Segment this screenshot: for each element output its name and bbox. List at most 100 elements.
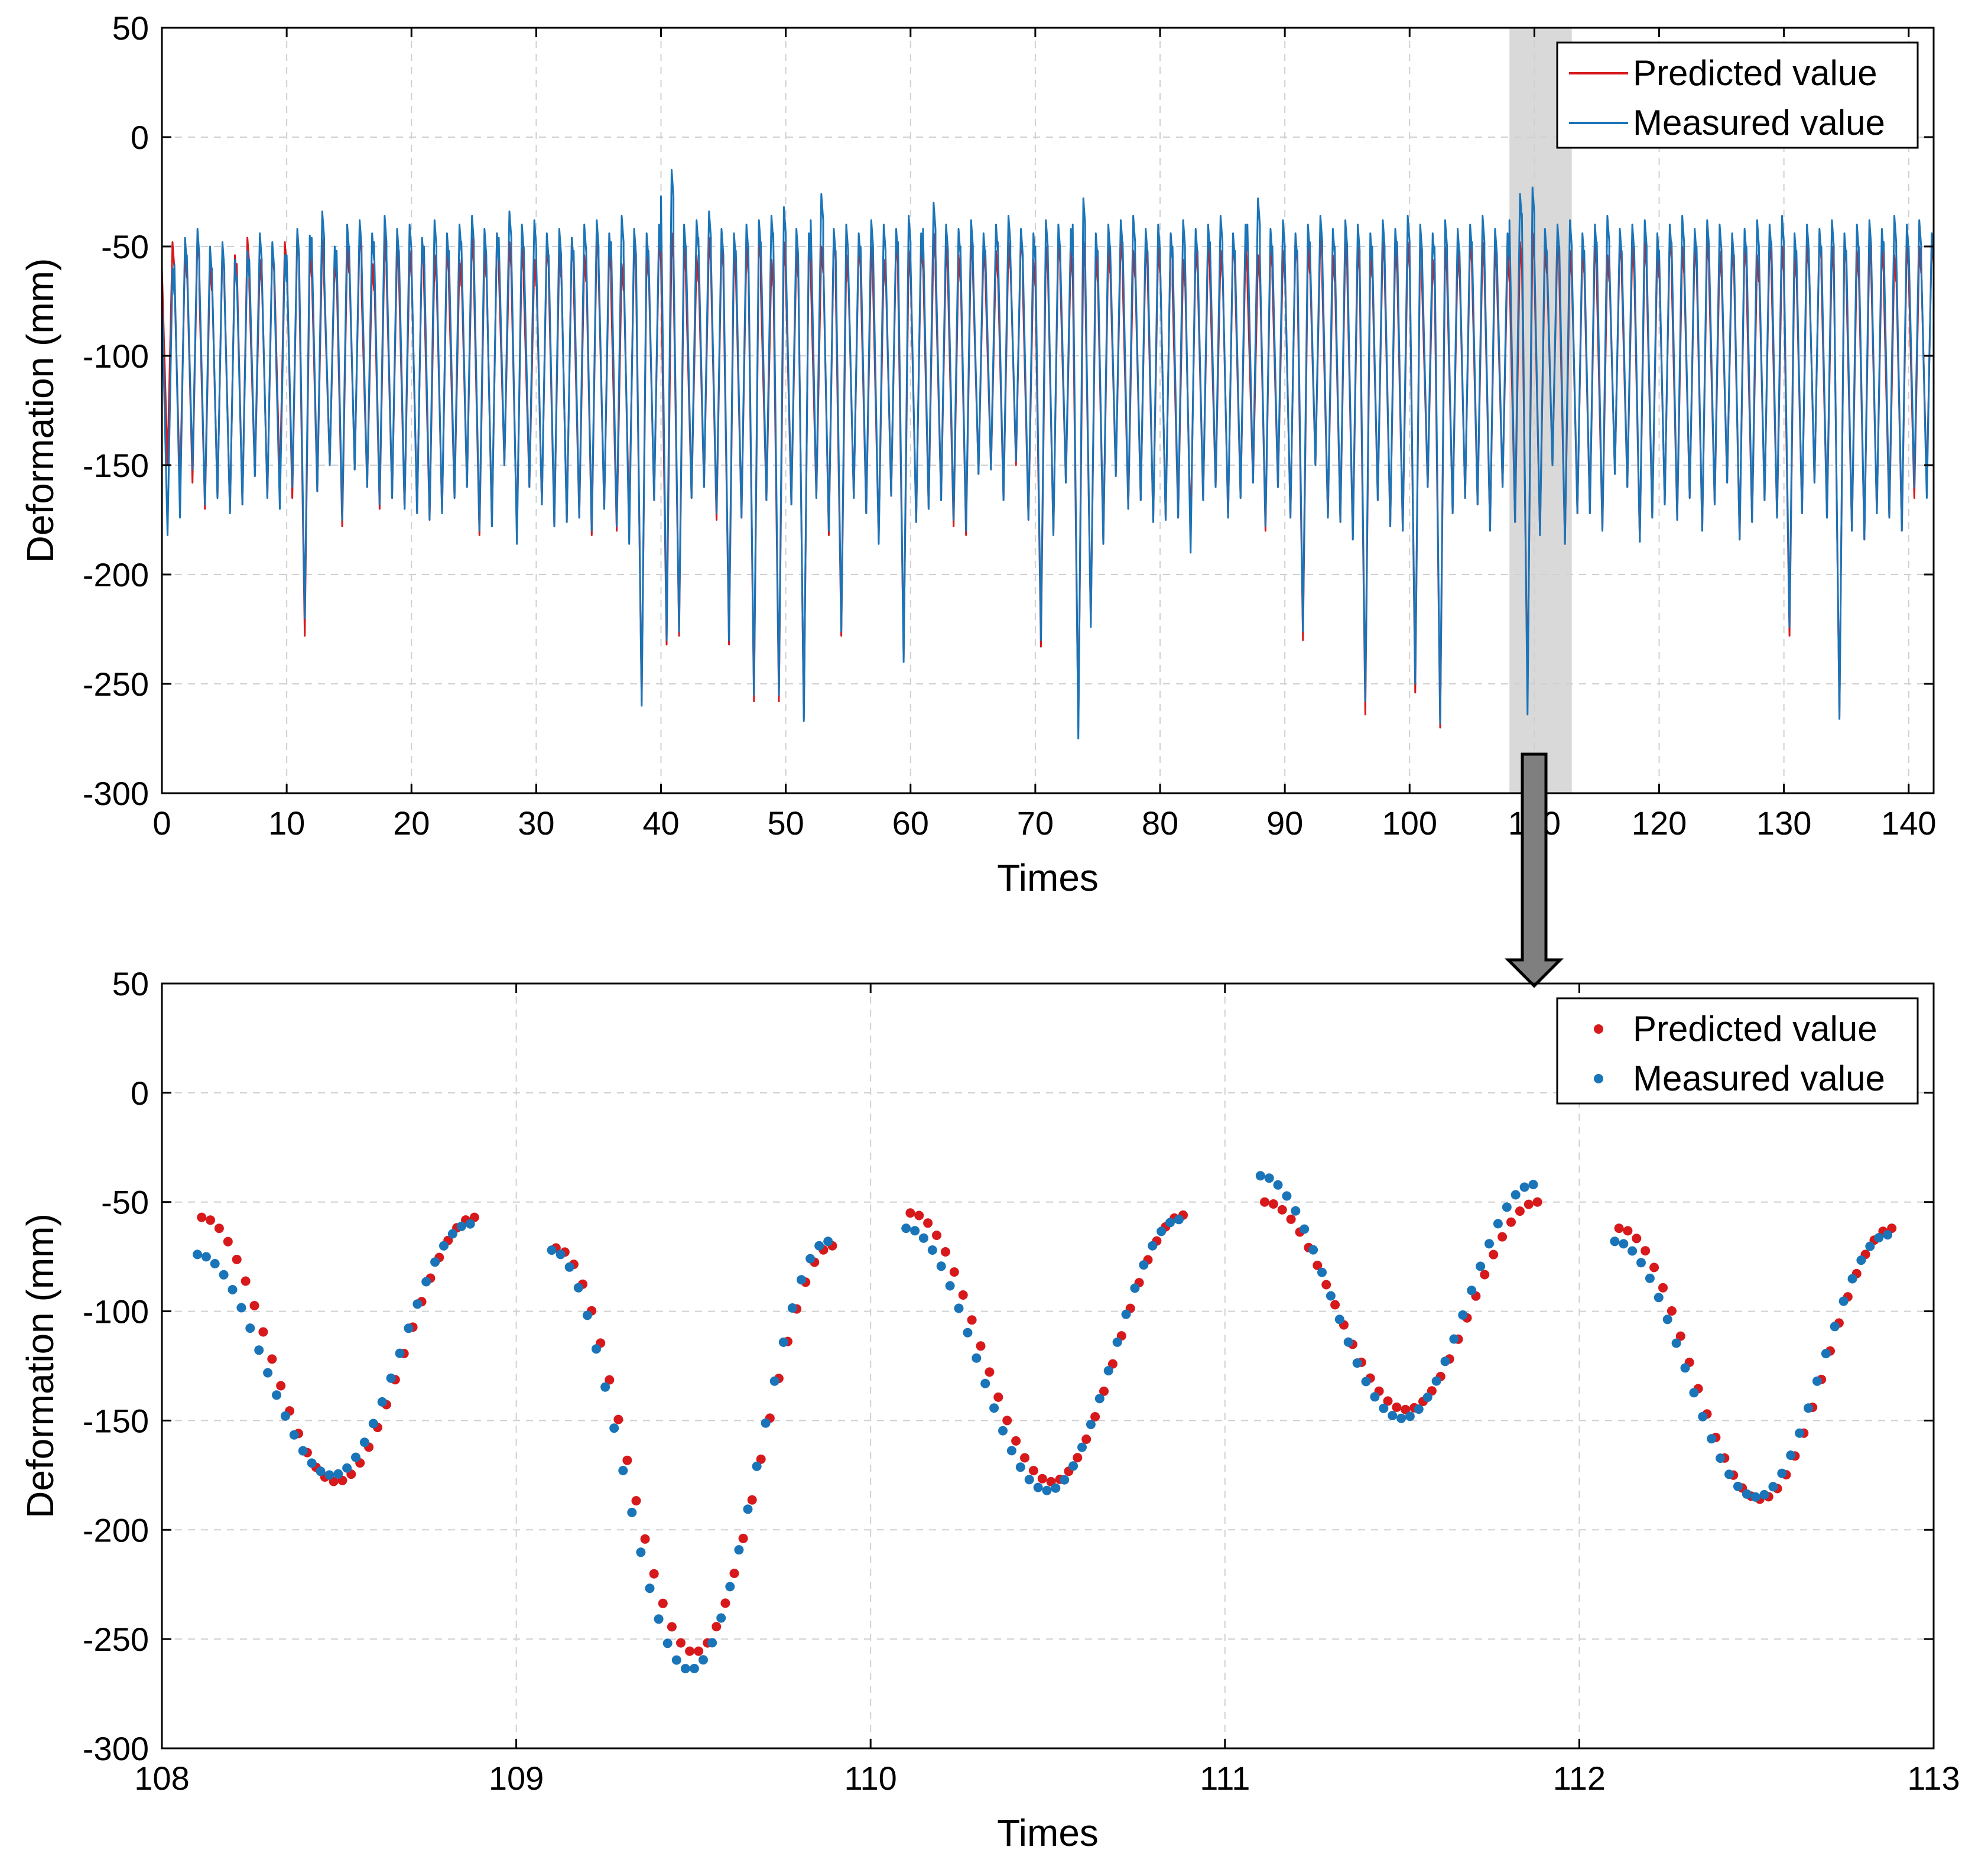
- x-tick-label: 112: [1553, 1760, 1606, 1797]
- measured-point: [333, 1469, 343, 1479]
- top-x-axis-label: Times: [997, 856, 1099, 899]
- bottom-tick-labels: 108 109 110 111 112 113 50 0 -50 -100 -150 -200 -250…: [83, 965, 1960, 1797]
- measured-point: [1121, 1309, 1131, 1319]
- measured-point: [1636, 1258, 1646, 1268]
- measured-point: [298, 1446, 308, 1456]
- zoom-down-arrow: [1504, 752, 1564, 988]
- predicted-point: [729, 1569, 739, 1578]
- measured-point: [1768, 1482, 1778, 1492]
- measured-point: [662, 1638, 673, 1648]
- measured-point: [707, 1638, 717, 1648]
- measured-point: [1759, 1489, 1769, 1499]
- measured-point: [1130, 1283, 1140, 1293]
- predicted-point: [241, 1276, 251, 1286]
- measured-point: [1830, 1322, 1840, 1332]
- predicted-point: [1480, 1270, 1490, 1280]
- predicted-point: [747, 1495, 757, 1505]
- predicted-point: [1330, 1300, 1340, 1310]
- predicted-point: [1107, 1359, 1118, 1369]
- top-legend: Predicted value Measured value: [1556, 41, 1919, 149]
- predicted-point: [914, 1210, 924, 1221]
- y-tick-label: 50: [112, 965, 149, 1002]
- y-tick-label: -200: [83, 1511, 149, 1549]
- measured-point: [716, 1613, 726, 1623]
- bottom-x-axis-label: Times: [997, 1812, 1099, 1854]
- measured-point: [1174, 1215, 1184, 1225]
- measured-point: [368, 1419, 378, 1429]
- y-tick-label: -50: [101, 228, 149, 265]
- y-tick-label: -200: [83, 556, 149, 593]
- measured-point: [280, 1411, 290, 1421]
- predicted-point: [1081, 1434, 1092, 1444]
- measured-point: [1476, 1261, 1486, 1271]
- predicted-point: [214, 1223, 224, 1234]
- predicted-point: [676, 1638, 686, 1648]
- x-tick-label: 70: [1017, 804, 1054, 842]
- measured-point: [386, 1373, 396, 1383]
- measured-point: [1619, 1239, 1629, 1249]
- predicted-point: [1002, 1416, 1012, 1426]
- measured-point: [421, 1277, 431, 1287]
- measured-point: [1352, 1358, 1362, 1368]
- measured-point: [564, 1262, 574, 1272]
- predicted-point: [1037, 1473, 1047, 1484]
- predicted-point: [949, 1267, 959, 1277]
- measured-point: [1291, 1206, 1301, 1216]
- measured-point: [1795, 1428, 1805, 1438]
- measured-point: [1724, 1469, 1734, 1479]
- predicted-point: [622, 1455, 632, 1465]
- measured-point: [998, 1426, 1008, 1436]
- predicted-point: [249, 1301, 259, 1310]
- predicted-point: [258, 1327, 268, 1337]
- x-tick-label: 108: [134, 1760, 189, 1797]
- measured-point: [1742, 1489, 1752, 1499]
- predicted-point: [667, 1622, 677, 1632]
- measured-point: [1847, 1274, 1857, 1284]
- predicted-point: [1489, 1249, 1499, 1260]
- measured-point: [1431, 1376, 1441, 1386]
- predicted-point: [1073, 1453, 1083, 1463]
- measured-point: [1502, 1202, 1512, 1212]
- measured-point: [272, 1390, 281, 1400]
- measured-point: [1716, 1453, 1726, 1463]
- measured-point: [316, 1466, 326, 1476]
- x-tick-label: 0: [152, 804, 171, 842]
- top-legend-box: [1556, 41, 1919, 149]
- measured-point: [1812, 1376, 1822, 1386]
- predicted-point: [958, 1290, 968, 1300]
- predicted-point: [1667, 1306, 1677, 1316]
- measured-point: [963, 1328, 973, 1338]
- predicted-point: [1313, 1260, 1323, 1270]
- measured-point: [236, 1303, 246, 1313]
- measured-point: [1264, 1173, 1274, 1183]
- measured-point: [1015, 1462, 1025, 1472]
- measured-point: [725, 1582, 735, 1592]
- measured-point: [1006, 1446, 1016, 1456]
- x-tick-label: 110: [844, 1760, 897, 1797]
- y-tick-label: -100: [83, 1293, 149, 1330]
- top-chart-panel: 0102030405060708090100110120130140500-50…: [19, 9, 1936, 899]
- measured-point: [1786, 1450, 1796, 1460]
- bottom-chart-panel: 108 109 110 111 112 113 50 0 -50 -100 -150 -200 -250…: [19, 965, 1960, 1854]
- measured-point: [1308, 1245, 1318, 1255]
- measured-point: [1405, 1411, 1415, 1421]
- measured-point: [1750, 1492, 1760, 1502]
- measured-point: [1112, 1337, 1122, 1347]
- measured-point: [1467, 1286, 1477, 1296]
- predicted-point: [640, 1534, 650, 1544]
- predicted-point: [613, 1414, 623, 1424]
- measured-point: [618, 1466, 628, 1475]
- measured-point: [1733, 1481, 1743, 1491]
- measured-point: [901, 1223, 911, 1234]
- measured-point: [245, 1323, 255, 1333]
- measured-point: [1370, 1392, 1380, 1402]
- measured-point: [1414, 1404, 1424, 1414]
- predicted-point: [1011, 1436, 1021, 1446]
- measured-point: [1838, 1296, 1849, 1306]
- measured-point: [1528, 1180, 1538, 1190]
- predicted-point: [1658, 1283, 1668, 1293]
- measured-point: [1396, 1413, 1406, 1423]
- measured-point: [627, 1507, 637, 1517]
- legend-label-measured: Measured value: [1633, 1059, 1885, 1098]
- measured-point: [1077, 1442, 1087, 1452]
